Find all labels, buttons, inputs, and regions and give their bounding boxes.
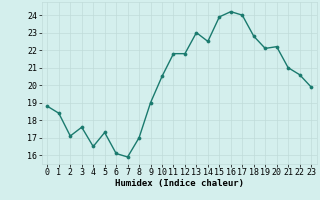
X-axis label: Humidex (Indice chaleur): Humidex (Indice chaleur)	[115, 179, 244, 188]
